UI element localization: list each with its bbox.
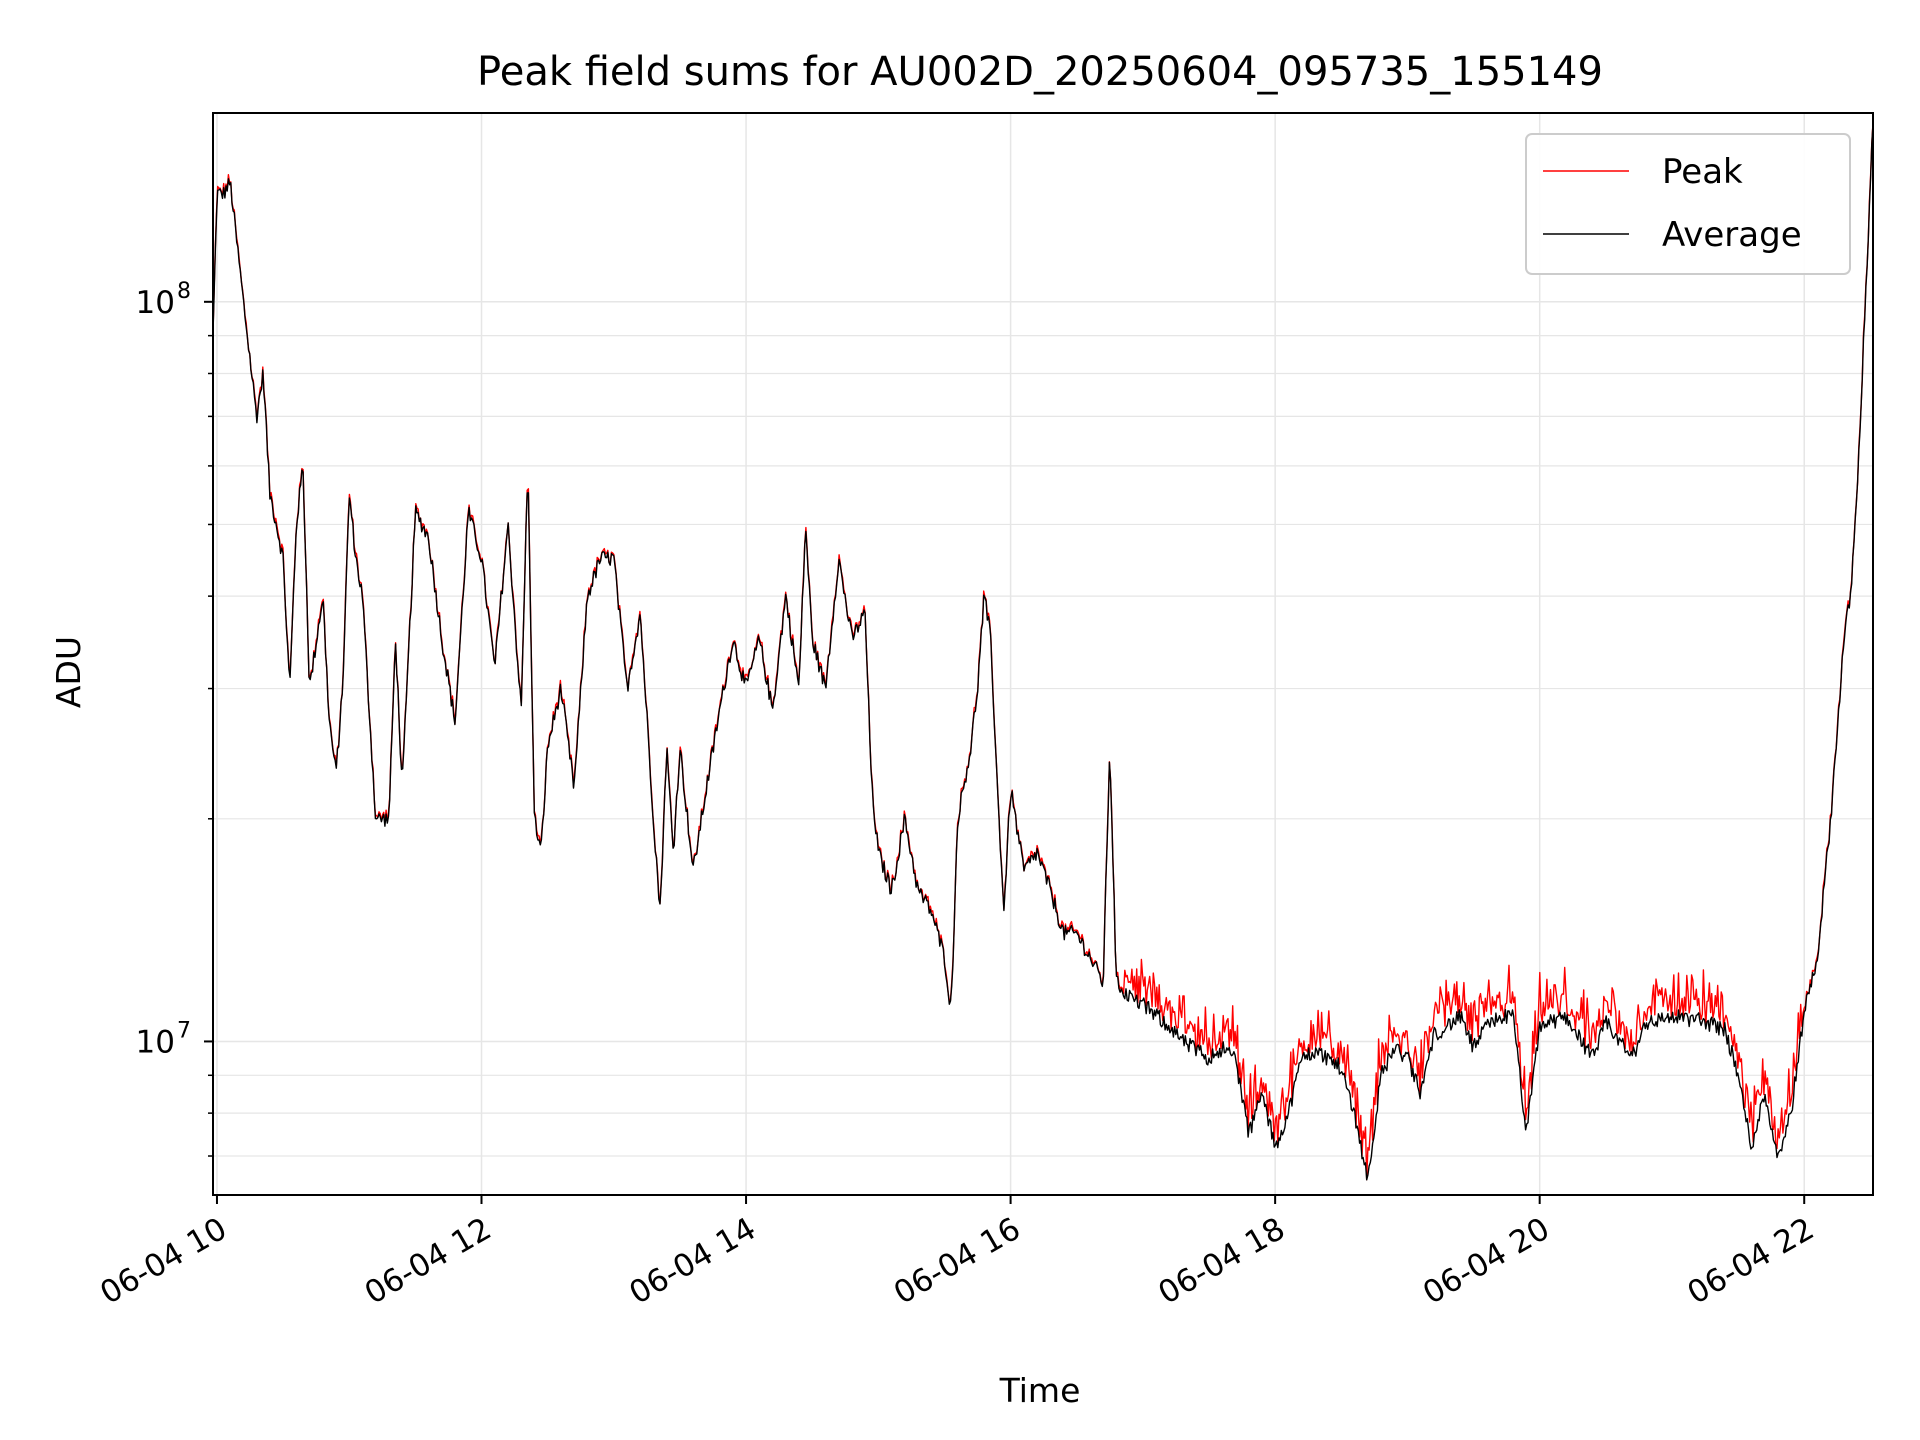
y-tick-label: 10 [136, 1024, 175, 1060]
legend-box [1525, 133, 1851, 275]
legend-average-label: Average [1662, 215, 1802, 255]
y-tick-label-exponent: 7 [177, 1018, 191, 1043]
legend: Peak Average [1525, 133, 1851, 275]
y-tick-label-exponent: 8 [177, 279, 191, 304]
plot-area-frame [212, 112, 1874, 1196]
legend-peak-label: Peak [1662, 152, 1743, 192]
chart-title: Peak field sums for AU002D_20250604_0957… [477, 49, 1603, 95]
series-group [212, 122, 1874, 1181]
gridlines [213, 113, 1873, 1195]
y-tick-label: 10 [136, 285, 175, 321]
x-axis-label: Time [999, 1371, 1081, 1410]
series-line-average [212, 123, 1874, 1181]
y-axis-label: ADU [49, 636, 88, 708]
